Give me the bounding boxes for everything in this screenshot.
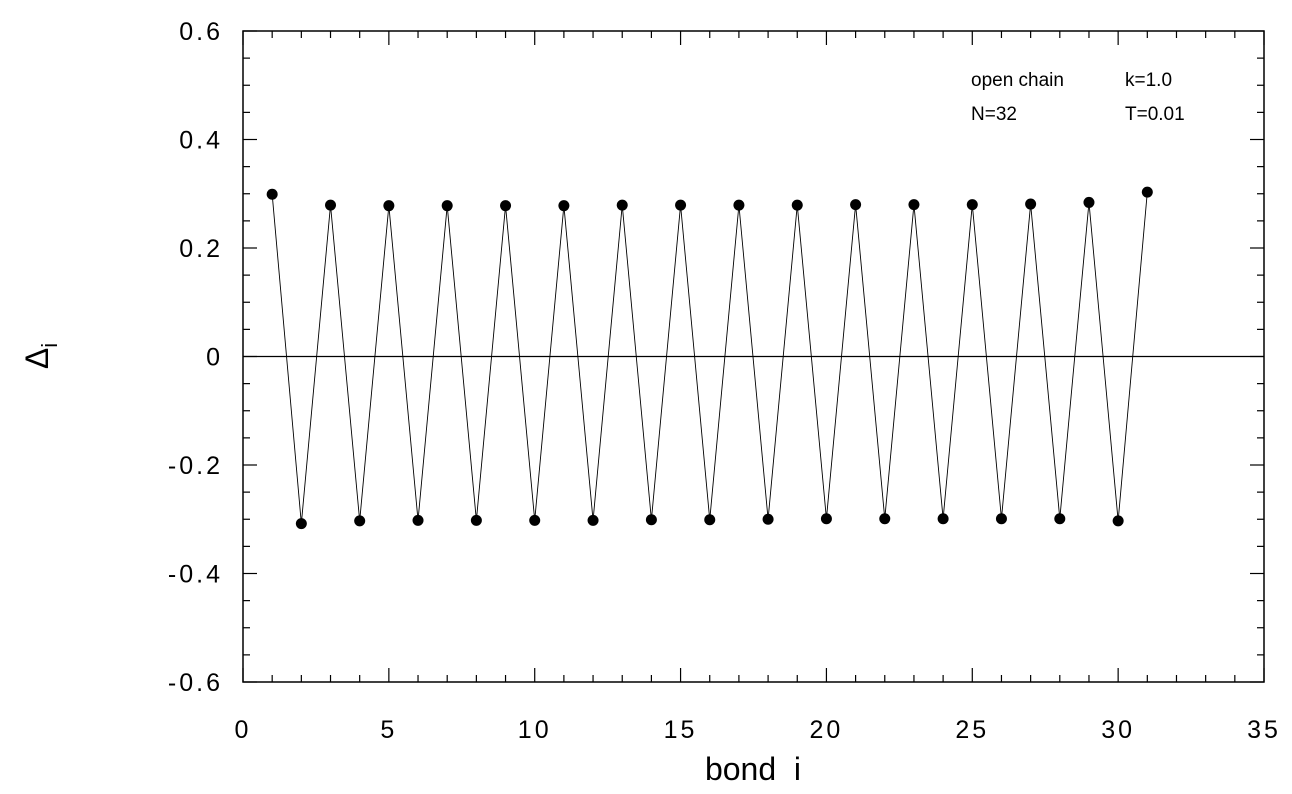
- data-point: [1083, 196, 1095, 208]
- x-tick-label: 20: [810, 716, 844, 744]
- data-point: [1025, 198, 1037, 210]
- x-tick-label: 15: [664, 716, 698, 744]
- data-point: [645, 514, 657, 526]
- data-point: [850, 199, 862, 211]
- data-point: [295, 518, 307, 530]
- data-point: [500, 200, 512, 212]
- data-point: [1141, 186, 1153, 198]
- axis-ticks: [242, 30, 1265, 683]
- y-axis-title: Δi: [19, 343, 62, 369]
- data-point: [1112, 515, 1124, 527]
- y-tick-label: -0.4: [168, 561, 223, 589]
- data-point: [587, 514, 599, 526]
- data-point: [266, 188, 278, 200]
- svg-text:Δi: Δi: [19, 343, 62, 369]
- data-point: [675, 199, 687, 211]
- annotation-k: k=1.0: [1125, 70, 1172, 91]
- x-tick-label: 10: [518, 716, 552, 744]
- y-axis-title-sub: i: [37, 343, 62, 348]
- data-point: [616, 199, 628, 211]
- data-point: [1054, 513, 1066, 525]
- data-point: [937, 513, 949, 525]
- data-point: [441, 200, 453, 212]
- data-point: [879, 513, 891, 525]
- y-tick-label: 0.4: [179, 127, 223, 155]
- x-tick-labels: 0 5 10 15 20 25 30 35: [235, 716, 1281, 744]
- y-tick-label: 0.2: [179, 235, 223, 263]
- y-axis-title-main: Δ: [19, 348, 55, 369]
- x-axis-title: bond i: [705, 751, 801, 787]
- data-points: [266, 186, 1153, 530]
- y-tick-label: 0.6: [179, 18, 223, 46]
- data-point: [383, 200, 395, 212]
- x-tick-label: 0: [235, 716, 252, 744]
- data-point: [704, 514, 716, 526]
- data-point: [791, 199, 803, 211]
- data-point: [558, 200, 570, 212]
- annotation-n: N=32: [971, 104, 1017, 125]
- data-point: [470, 514, 482, 526]
- data-point: [325, 199, 337, 211]
- annotation-t: T=0.01: [1125, 104, 1185, 125]
- annotation-open-chain: open chain: [971, 70, 1064, 91]
- data-point: [908, 199, 920, 211]
- data-point: [820, 513, 832, 525]
- data-point: [412, 514, 424, 526]
- data-point: [995, 513, 1007, 525]
- annotation-box: open chain k=1.0 N=32 T=0.01: [971, 70, 1185, 125]
- x-tick-label: 35: [1247, 716, 1281, 744]
- series-line: [271, 192, 1148, 524]
- x-tick-label: 5: [380, 716, 397, 744]
- x-tick-label: 25: [955, 716, 989, 744]
- y-tick-label: 0: [206, 344, 223, 372]
- y-tick-label: -0.6: [168, 669, 223, 697]
- data-point: [354, 515, 366, 527]
- data-point: [966, 199, 978, 211]
- data-point: [529, 514, 541, 526]
- data-point: [733, 199, 745, 211]
- y-tick-label: -0.2: [168, 452, 223, 480]
- y-tick-labels: -0.6 -0.4 -0.2 0 0.2 0.4 0.6: [168, 18, 223, 697]
- data-point: [762, 513, 774, 525]
- x-tick-label: 30: [1101, 716, 1135, 744]
